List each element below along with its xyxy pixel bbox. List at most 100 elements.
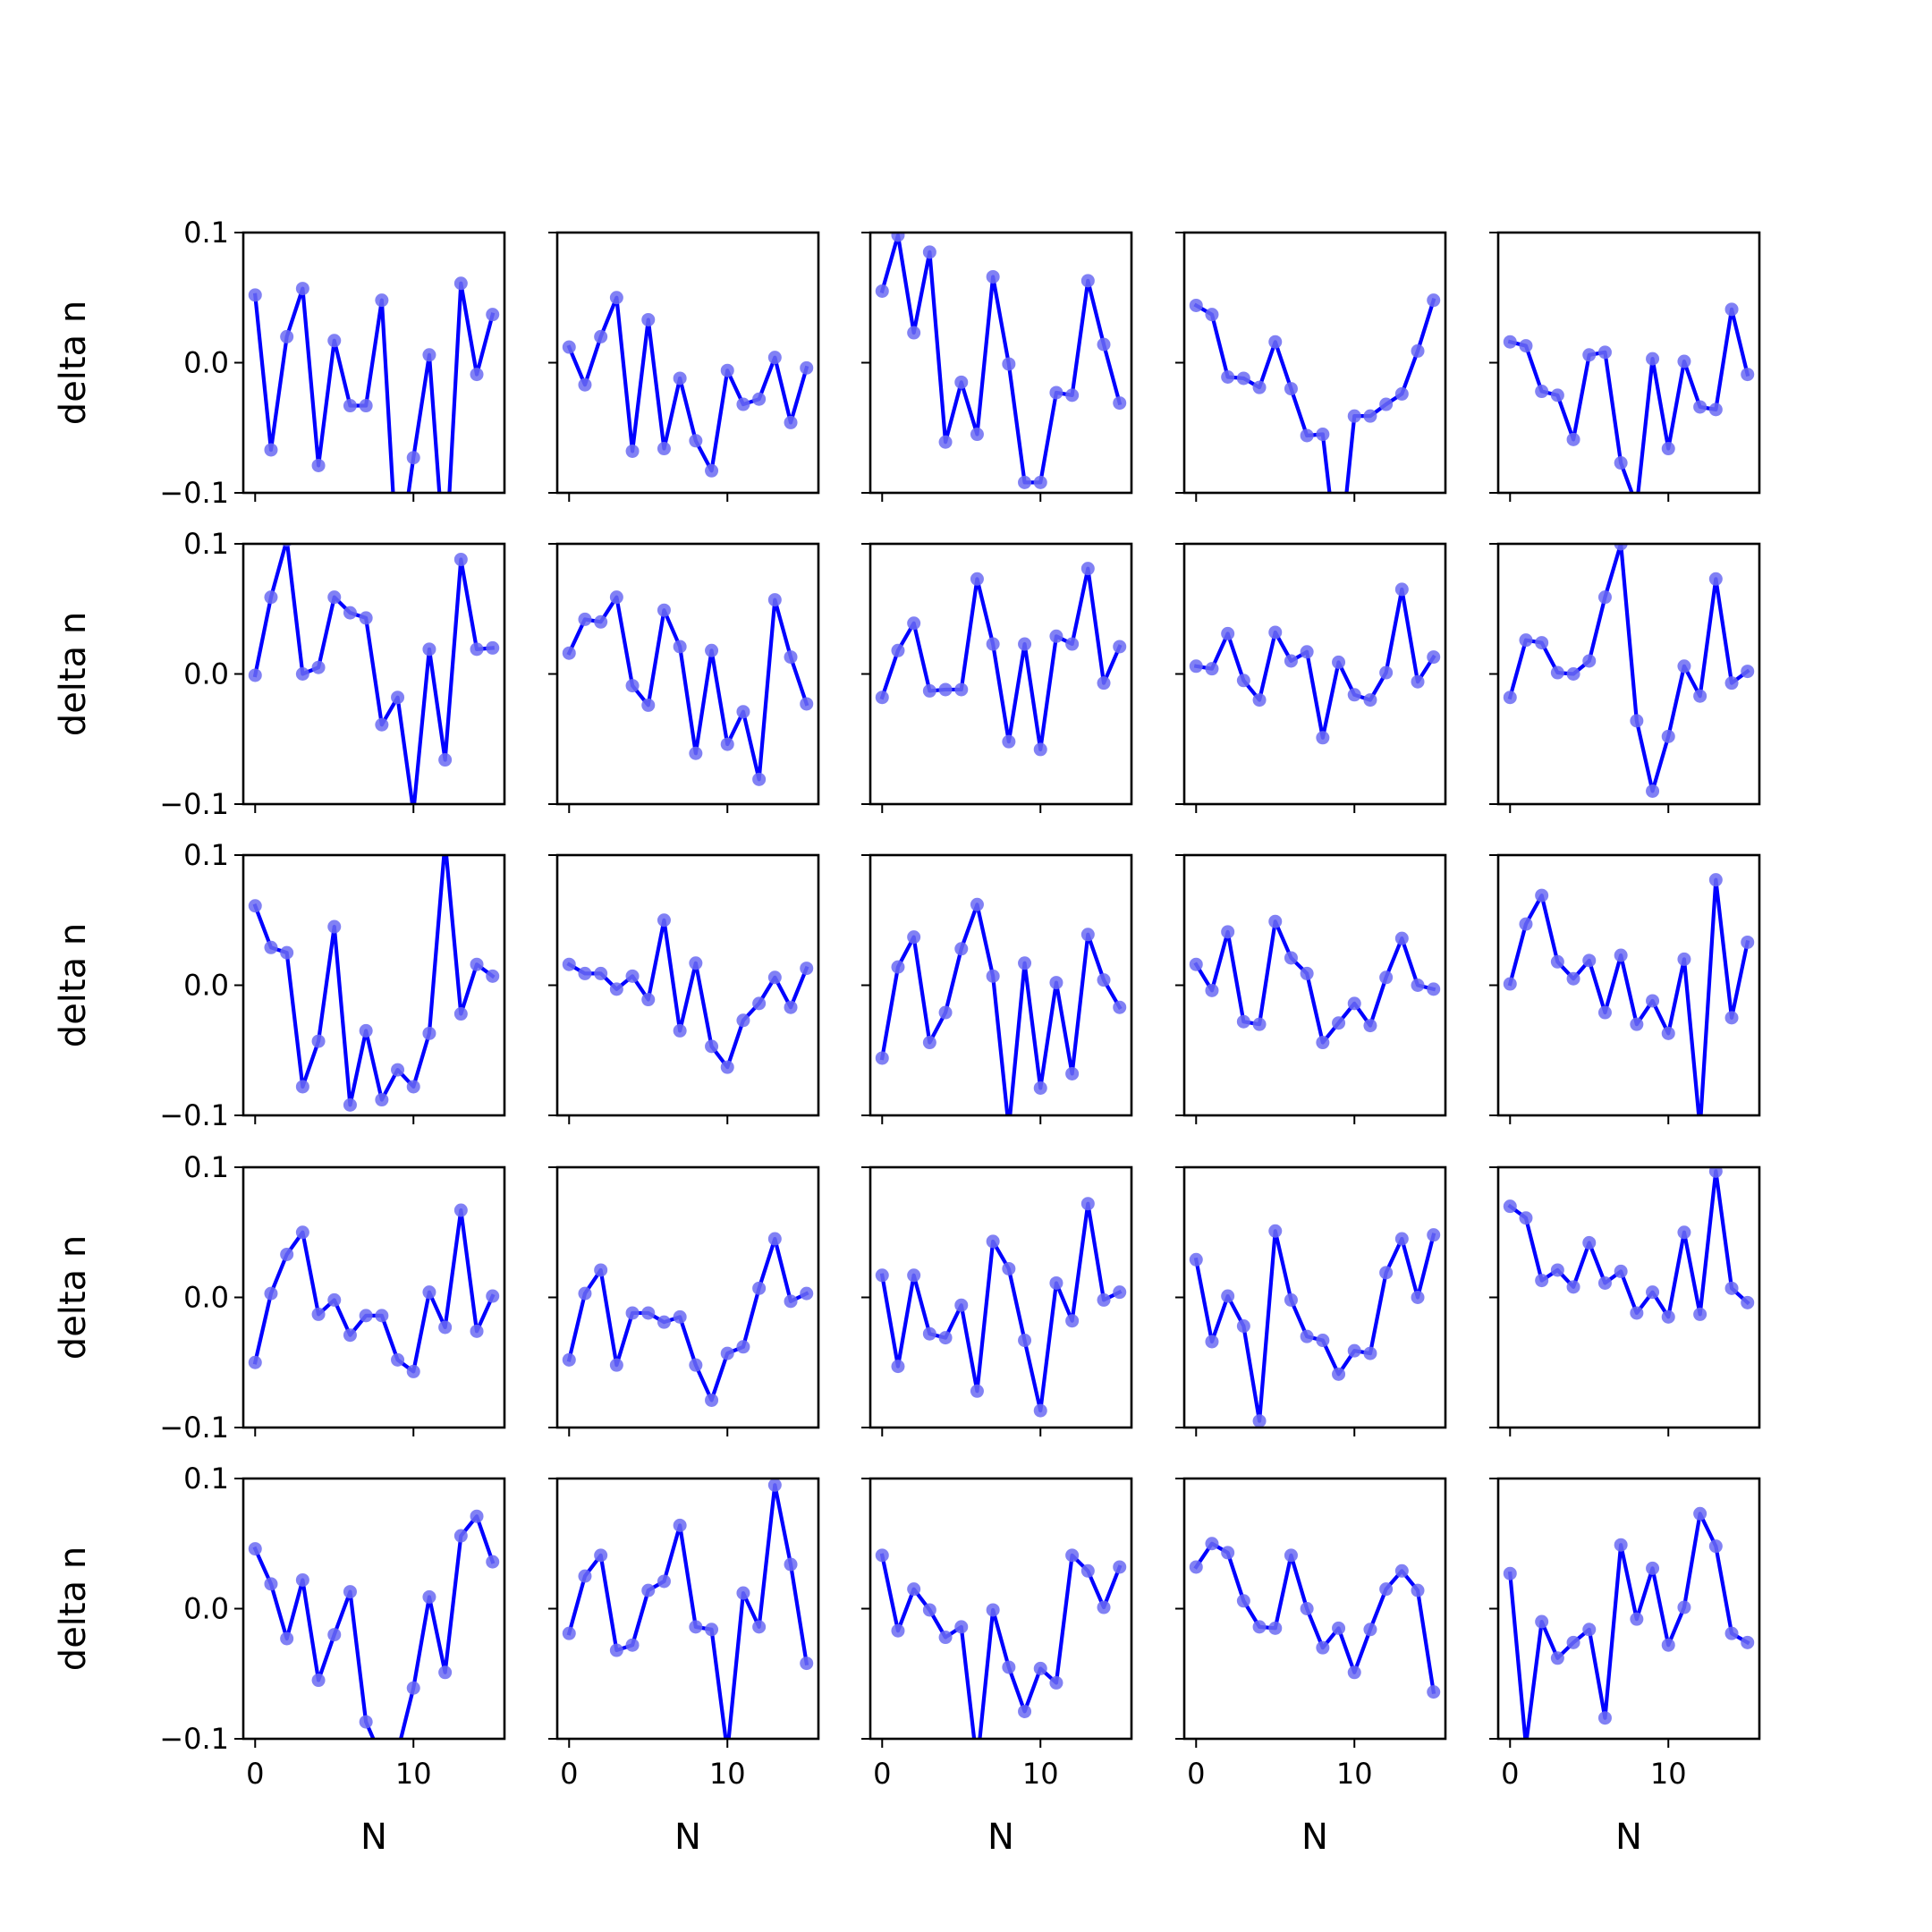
data-point — [1519, 339, 1533, 353]
plot-area — [1189, 914, 1441, 1050]
data-point — [1252, 693, 1267, 708]
y-tick-label: 0.0 — [183, 346, 229, 380]
subplot-r1-c0: −0.1 0.0 0.1 delta n — [53, 527, 506, 821]
x-axis-label: N — [987, 1817, 1014, 1858]
subplot-r4-c2: 0 10N — [861, 1477, 1133, 1858]
data-point — [1566, 1635, 1580, 1649]
data-point — [1316, 1036, 1330, 1050]
data-point — [673, 1309, 687, 1324]
series-line — [879, 1553, 1123, 1739]
data-point — [875, 691, 889, 705]
data-point — [800, 1657, 814, 1671]
data-point — [1582, 654, 1597, 668]
data-point — [1347, 996, 1361, 1011]
data-point — [689, 956, 703, 970]
data-point — [1614, 1538, 1628, 1552]
data-point — [891, 960, 905, 974]
series-line — [1507, 877, 1750, 1115]
data-point — [1566, 432, 1580, 446]
data-point — [705, 643, 719, 657]
data-point — [1566, 971, 1580, 986]
data-point — [907, 1268, 921, 1283]
data-point — [720, 737, 734, 751]
data-point — [1205, 662, 1219, 676]
data-point — [1033, 1403, 1047, 1418]
subplot-r4-c0: −0.1 0.0 0.1 0 10 delta n N — [53, 1462, 506, 1858]
axes-frame — [555, 231, 820, 495]
data-point — [1646, 994, 1660, 1008]
data-point — [1347, 409, 1361, 423]
subplot-r0-c2 — [861, 231, 1133, 502]
data-point — [1724, 1281, 1739, 1295]
data-point — [1300, 1602, 1314, 1615]
data-point — [970, 572, 984, 586]
data-point — [1630, 499, 1643, 513]
x-tick-label: 0 — [560, 1757, 578, 1791]
data-point — [970, 1758, 984, 1772]
data-point — [1268, 1621, 1283, 1635]
data-point — [1189, 298, 1203, 312]
data-point — [1347, 1665, 1361, 1680]
data-point — [752, 1281, 767, 1295]
data-point — [1097, 1292, 1111, 1307]
data-point — [1284, 1292, 1298, 1307]
series-line — [1193, 919, 1436, 1045]
data-point — [657, 913, 671, 928]
data-point — [784, 1557, 798, 1572]
data-point — [1065, 637, 1080, 651]
subplot-r2-c2 — [861, 853, 1133, 1124]
data-point — [422, 642, 436, 657]
data-point — [375, 1751, 388, 1765]
data-point — [1268, 914, 1283, 928]
data-point — [1724, 676, 1739, 691]
data-point — [891, 1360, 905, 1374]
data-point — [986, 1234, 1000, 1249]
data-point — [1268, 335, 1283, 349]
data-point — [1049, 1275, 1063, 1290]
data-point — [1519, 1211, 1533, 1225]
x-tick-label: 0 — [1501, 1757, 1519, 1791]
data-point — [1524, 1738, 1528, 1739]
data-point — [1394, 582, 1409, 597]
subplot-r1-c4 — [1489, 542, 1761, 813]
data-point — [986, 969, 1000, 983]
data-point — [264, 590, 278, 605]
data-point — [609, 291, 623, 305]
data-point — [1677, 354, 1691, 369]
data-point — [767, 593, 782, 607]
data-point — [264, 1577, 278, 1591]
data-point — [594, 1263, 608, 1277]
data-point — [736, 1340, 750, 1354]
plot-area — [1503, 873, 1755, 1115]
data-point — [1221, 1546, 1235, 1560]
data-point — [1065, 1066, 1080, 1080]
data-point — [720, 1060, 734, 1074]
data-point — [486, 1555, 500, 1569]
data-point — [1189, 957, 1203, 971]
data-point — [736, 1586, 750, 1600]
axes-frame — [1496, 231, 1761, 495]
x-tick-label: 0 — [246, 1757, 264, 1791]
data-point — [248, 288, 262, 302]
data-point — [594, 614, 608, 629]
data-point — [1708, 1539, 1723, 1554]
data-point — [1080, 928, 1095, 942]
series-line — [566, 1236, 809, 1402]
data-point — [1519, 917, 1533, 931]
data-point — [720, 1346, 734, 1360]
data-point — [422, 1026, 436, 1040]
data-point — [922, 1036, 936, 1050]
data-point — [907, 1582, 921, 1597]
data-point — [1300, 966, 1314, 980]
data-point — [295, 1080, 309, 1094]
series-line — [252, 281, 496, 493]
x-tick-label: 10 — [709, 1757, 746, 1791]
y-tick-label: 0.1 — [183, 1462, 229, 1496]
data-point — [625, 679, 640, 693]
data-point — [359, 1023, 373, 1038]
data-point — [1080, 1197, 1095, 1211]
data-point — [1646, 1561, 1660, 1575]
series-line — [566, 595, 809, 782]
data-point — [1394, 931, 1409, 945]
